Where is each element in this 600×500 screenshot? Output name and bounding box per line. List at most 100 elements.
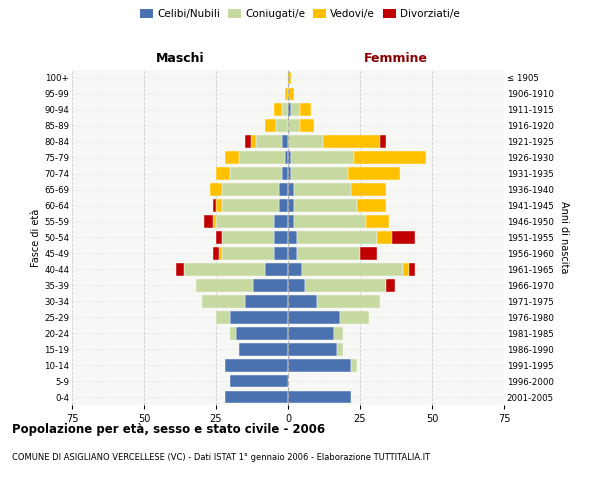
Bar [245,136,251,148]
Bar [288,263,302,276]
Bar [291,104,299,117]
Bar [288,152,291,164]
Text: Popolazione per età, sesso e stato civile - 2006: Popolazione per età, sesso e stato civil… [12,422,325,436]
Bar [285,88,288,101]
Bar [196,279,253,291]
Text: COMUNE DI ASIGLIANO VERCELLESE (VC) - Dati ISTAT 1° gennaio 2006 - Elaborazione : COMUNE DI ASIGLIANO VERCELLESE (VC) - Da… [12,452,430,462]
Bar [288,358,352,372]
Bar [352,184,386,196]
Y-axis label: Anni di nascita: Anni di nascita [559,202,569,274]
Bar [294,184,352,196]
Bar [282,168,288,180]
Bar [360,247,377,260]
Bar [282,104,288,117]
Bar [285,152,288,164]
Bar [236,327,288,340]
Bar [213,199,216,212]
Bar [282,136,288,148]
Bar [296,231,377,244]
Bar [334,327,343,340]
Bar [337,343,343,355]
Bar [288,136,323,148]
Bar [239,152,285,164]
Bar [274,215,288,228]
Bar [288,311,340,324]
Bar [280,199,288,212]
Bar [224,152,239,164]
Bar [323,136,380,148]
Bar [216,199,222,212]
Bar [340,311,368,324]
Bar [230,327,236,340]
Bar [274,231,288,244]
Bar [251,136,256,148]
Bar [299,104,311,117]
Bar [280,184,288,196]
Text: Femmine: Femmine [364,52,428,65]
Bar [288,104,291,117]
Bar [222,199,280,212]
Bar [288,231,296,244]
Bar [291,168,349,180]
Bar [288,390,352,404]
Bar [403,263,409,276]
Bar [294,215,366,228]
Bar [224,390,288,404]
Bar [224,358,288,372]
Bar [205,215,213,228]
Bar [409,263,415,276]
Bar [357,199,386,212]
Bar [377,231,392,244]
Bar [349,168,400,180]
Bar [222,231,274,244]
Bar [317,295,380,308]
Bar [216,311,230,324]
Bar [288,327,334,340]
Bar [288,199,294,212]
Bar [288,215,294,228]
Bar [219,247,222,260]
Bar [288,88,294,101]
Bar [352,358,357,372]
Bar [302,263,403,276]
Bar [184,263,265,276]
Bar [288,247,296,260]
Bar [288,72,291,85]
Bar [213,215,216,228]
Bar [291,152,354,164]
Bar [265,120,277,132]
Bar [216,168,230,180]
Bar [288,168,291,180]
Bar [176,263,184,276]
Bar [222,184,280,196]
Bar [288,343,337,355]
Bar [222,247,274,260]
Bar [294,199,357,212]
Bar [216,231,222,244]
Bar [230,168,282,180]
Bar [305,279,386,291]
Bar [274,247,288,260]
Bar [288,279,305,291]
Y-axis label: Fasce di età: Fasce di età [31,208,41,266]
Bar [288,295,317,308]
Bar [256,136,282,148]
Bar [299,120,314,132]
Bar [210,184,222,196]
Bar [202,295,245,308]
Bar [253,279,288,291]
Bar [277,120,288,132]
Bar [213,247,219,260]
Bar [288,184,294,196]
Bar [380,136,386,148]
Bar [354,152,426,164]
Bar [230,374,288,388]
Bar [274,104,282,117]
Bar [245,295,288,308]
Bar [288,120,299,132]
Bar [239,343,288,355]
Bar [386,279,395,291]
Bar [216,215,274,228]
Bar [296,247,360,260]
Bar [366,215,389,228]
